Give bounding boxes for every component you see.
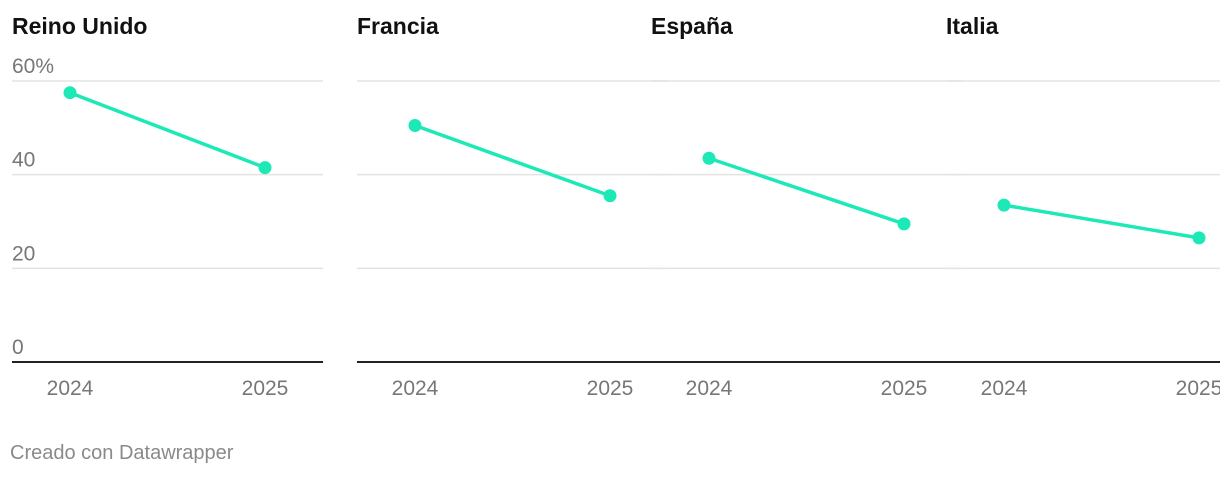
y-tick-label: 40 (12, 149, 35, 172)
data-point (63, 86, 77, 100)
x-tick-label: 2025 (587, 377, 634, 400)
data-point (408, 118, 422, 132)
x-tick-label: 2024 (686, 377, 733, 400)
data-point (1192, 231, 1206, 245)
panel-title: España (651, 13, 733, 39)
series-line (414, 123, 611, 198)
panel-2: España 2024 2025 (651, 13, 962, 400)
y-tick-label: 20 (12, 242, 35, 265)
panel-title: Francia (357, 13, 439, 39)
x-tick-label: 2024 (981, 377, 1028, 400)
y-tick-label: 60% (12, 55, 54, 78)
data-point (702, 151, 716, 165)
data-point (258, 161, 272, 175)
series-line (69, 91, 266, 170)
series-line (708, 156, 905, 226)
series-line (1003, 203, 1200, 240)
panel-0: Reino Unido 0 20 40 60% 2024 2025 (12, 13, 323, 400)
x-tick-label: 2024 (47, 377, 94, 400)
panel-3: Italia 2024 2025 (946, 13, 1220, 400)
x-tick-label: 2025 (1176, 377, 1220, 400)
panel-title: Reino Unido (12, 13, 147, 39)
x-tick-label: 2025 (881, 377, 928, 400)
data-point (897, 217, 911, 231)
credit-text[interactable]: Creado con Datawrapper (10, 442, 234, 464)
y-tick-label: 0 (12, 336, 24, 359)
x-tick-label: 2024 (392, 377, 439, 400)
x-tick-label: 2025 (242, 377, 289, 400)
data-point (997, 198, 1011, 212)
panel-1: Francia 2024 2025 (357, 13, 668, 400)
panel-title: Italia (946, 13, 999, 39)
data-point (603, 189, 617, 203)
